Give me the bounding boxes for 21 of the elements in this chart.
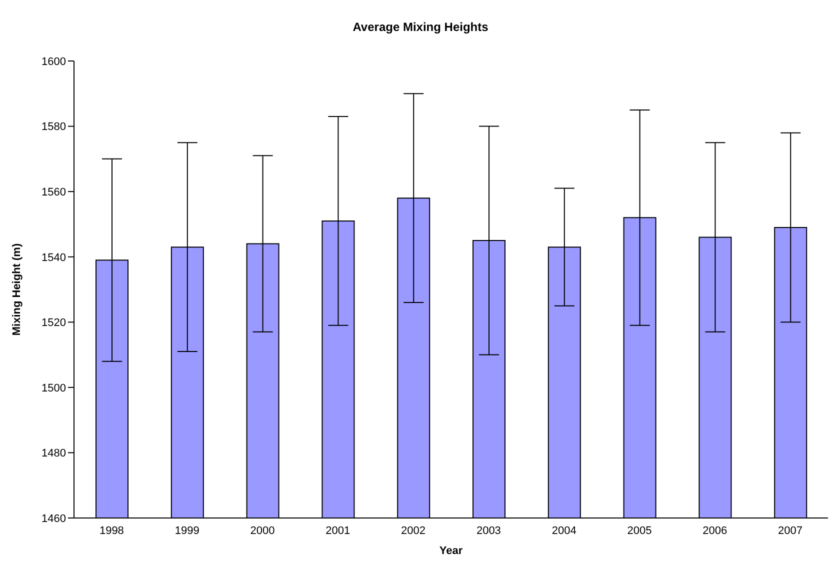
y-tick-label: 1500 — [42, 382, 66, 394]
x-tick-label: 2002 — [401, 524, 426, 537]
y-tick-label: 1520 — [42, 317, 66, 330]
x-tick-label: 1998 — [99, 524, 124, 537]
x-tick-label: 2000 — [250, 524, 275, 537]
y-tick-label: 1580 — [42, 121, 66, 134]
x-tick-label: 2004 — [552, 524, 576, 537]
x-tick-label: 1999 — [174, 524, 200, 537]
y-tick-label: 1600 — [42, 56, 66, 68]
x-tick-label: 2006 — [702, 524, 728, 537]
chart-title: Average Mixing Heights — [352, 20, 490, 34]
y-tick-label: 1460 — [42, 512, 66, 525]
x-tick-label: 2007 — [778, 524, 803, 537]
x-axis-title: Year — [439, 545, 464, 557]
y-tick-label: 1480 — [42, 448, 66, 460]
x-tick-label: 2003 — [476, 524, 501, 537]
y-axis-title: Mixing Height (m) — [10, 243, 23, 336]
y-tick-label: 1540 — [42, 252, 66, 264]
x-tick-label: 2005 — [627, 524, 652, 537]
y-tick-label: 1560 — [42, 186, 66, 198]
x-tick-label: 2001 — [326, 524, 350, 537]
